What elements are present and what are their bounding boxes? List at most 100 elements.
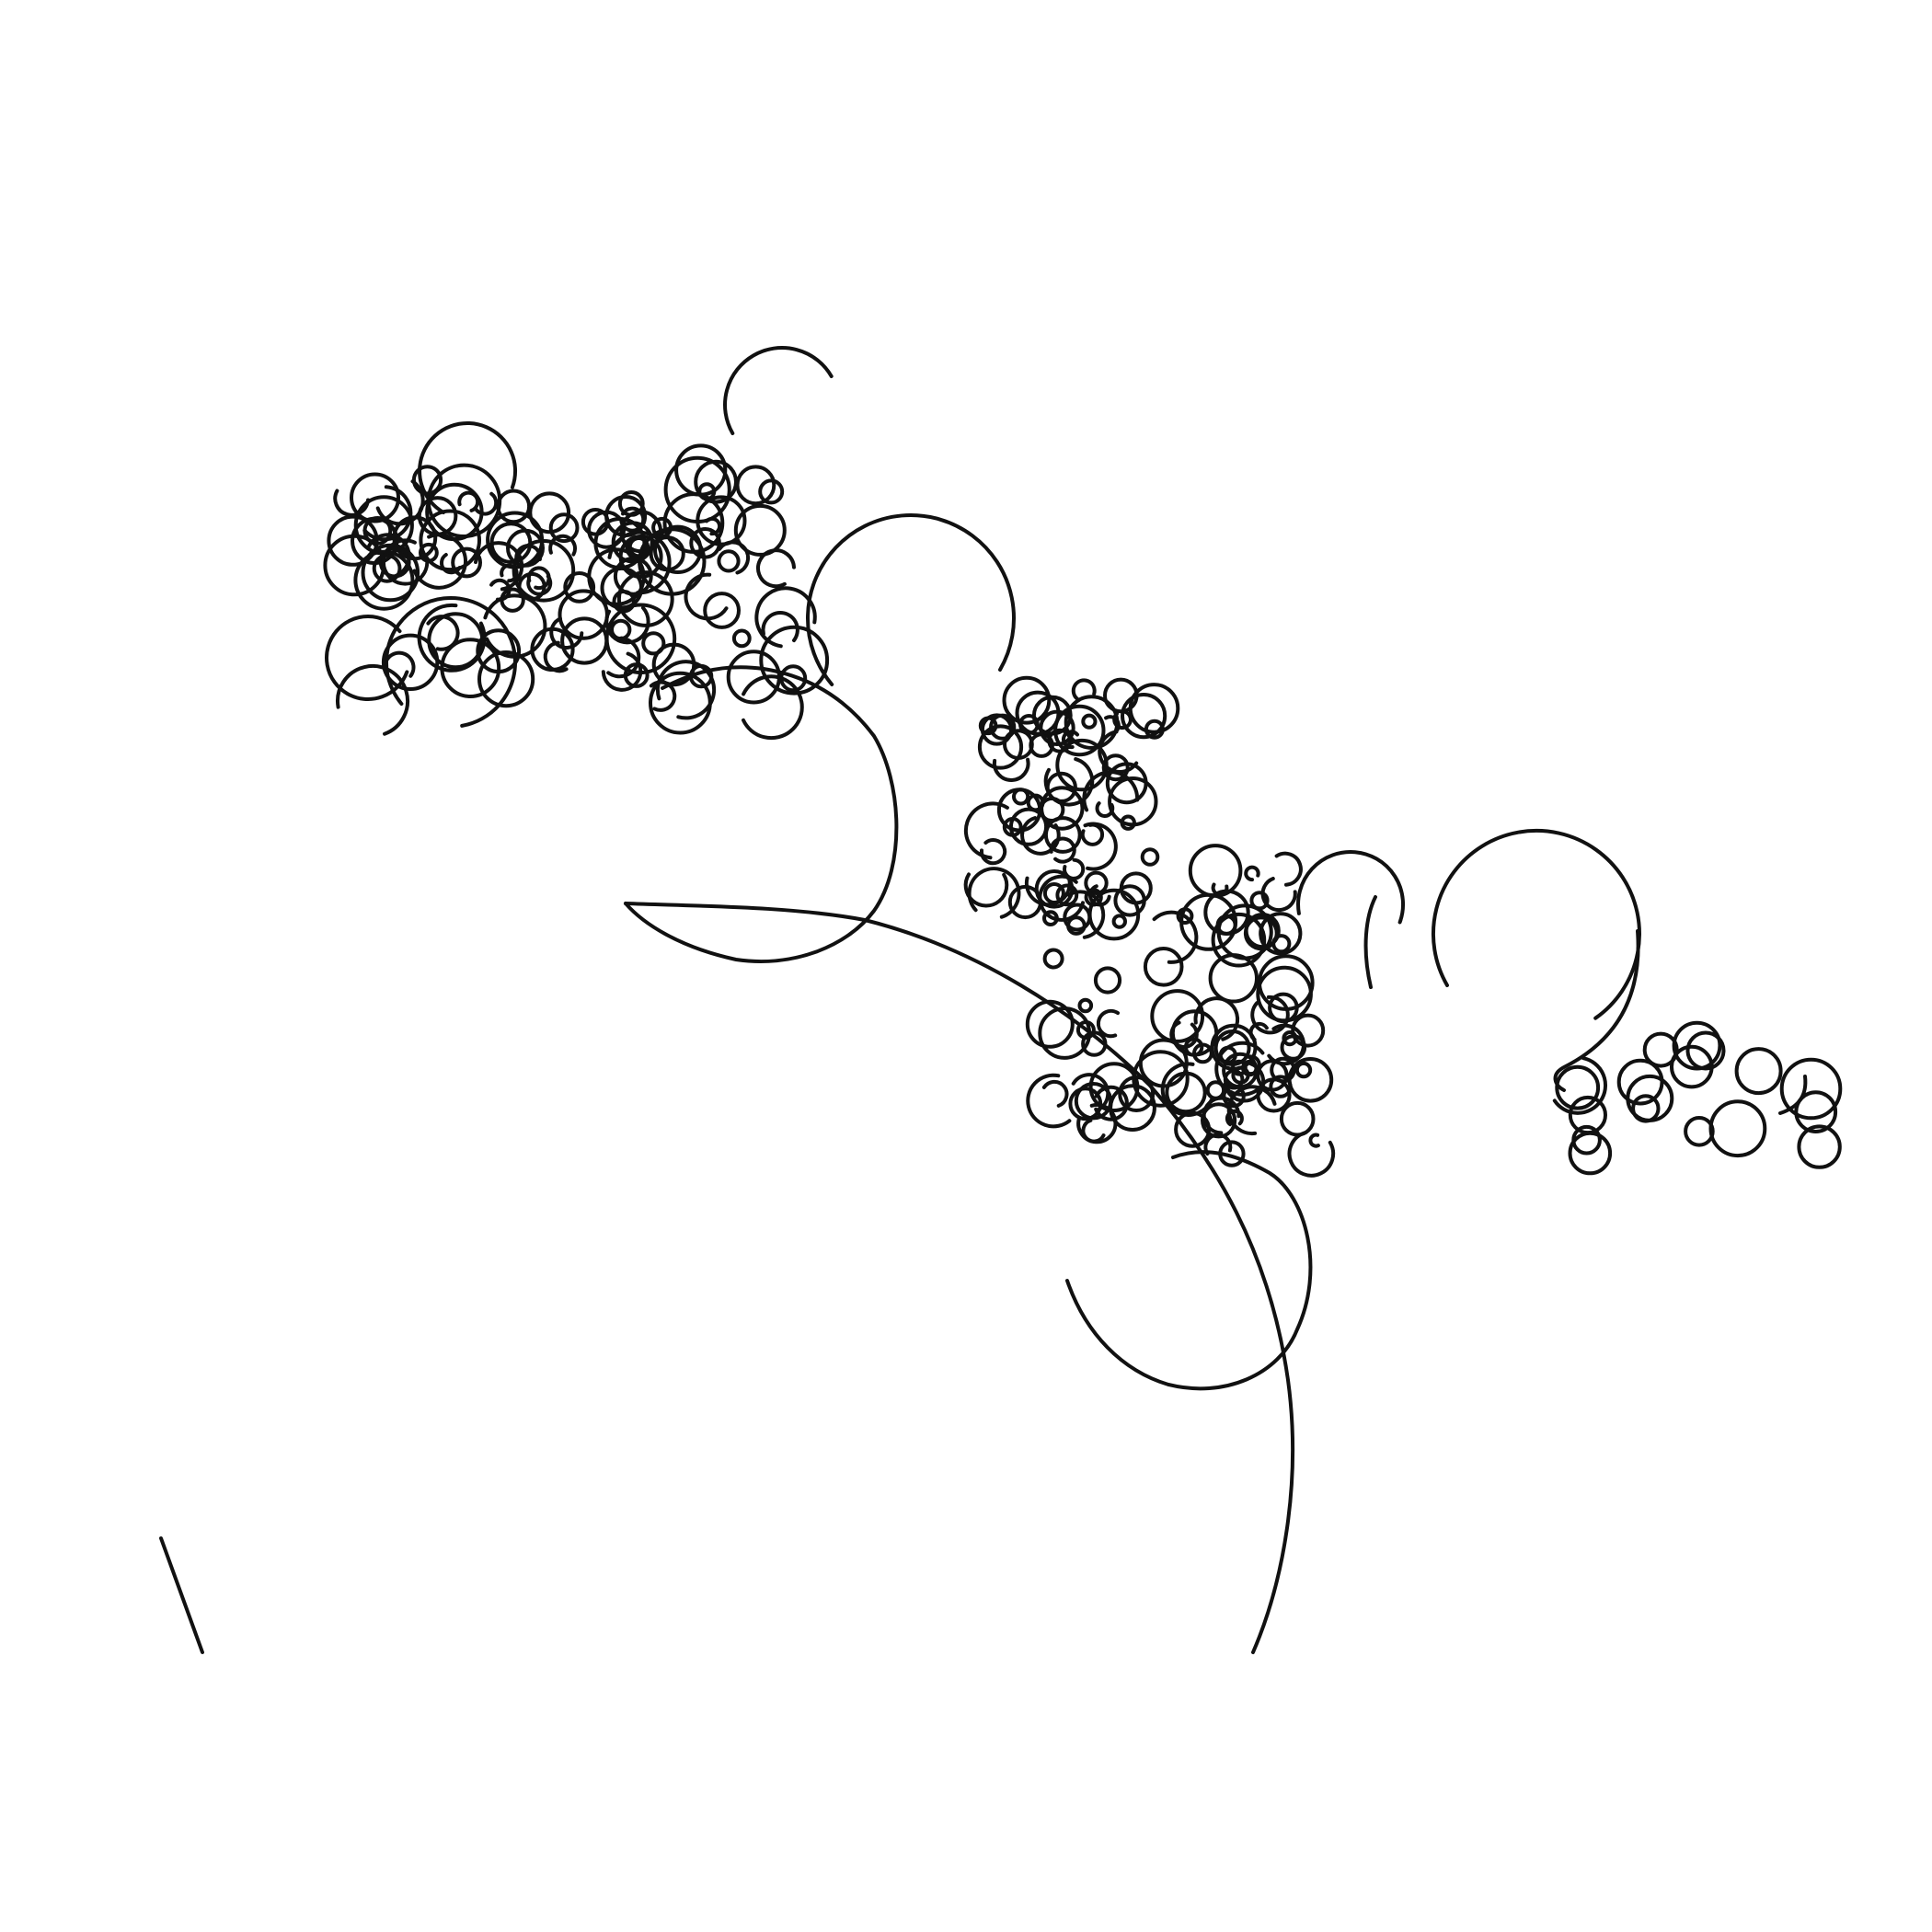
- loop-arc: [426, 615, 460, 651]
- loop-arc: [606, 636, 641, 679]
- loop-circle: [1797, 1124, 1842, 1169]
- loop-arc: [549, 616, 584, 650]
- loop-arc: [440, 553, 462, 575]
- loop-arc: [500, 563, 519, 583]
- loop-arc: [1203, 1133, 1233, 1156]
- loop-circle: [440, 638, 501, 698]
- loop-circle: [451, 546, 483, 579]
- loop-circle: [1258, 954, 1315, 1011]
- loop-circle: [1571, 1124, 1602, 1156]
- loop-arc: [417, 603, 487, 673]
- loop-arc: [1250, 995, 1290, 1035]
- loop-circle: [1211, 912, 1267, 968]
- loop-arc: [967, 867, 1021, 919]
- loop-arc: [483, 593, 547, 659]
- loop-arc: [1287, 1131, 1336, 1178]
- loop-circle: [417, 496, 458, 536]
- loop-circle: [1642, 1031, 1679, 1068]
- loop-arc: [362, 485, 413, 542]
- loop-circle: [1205, 1080, 1226, 1100]
- loop-circle: [1188, 844, 1243, 898]
- loop-circle: [563, 571, 596, 604]
- loop-circle: [1259, 912, 1303, 956]
- loop-circle: [1120, 814, 1136, 831]
- loop-arc: [1211, 882, 1229, 897]
- loop-circle: [1039, 709, 1075, 746]
- loop-circle: [506, 528, 545, 568]
- loop-arc: [412, 533, 467, 590]
- loop-arc: [381, 538, 430, 586]
- loop-arc: [526, 574, 553, 596]
- loop-circle: [411, 465, 443, 496]
- loop-circle: [649, 671, 712, 735]
- loop-circle: [662, 492, 725, 554]
- loop-circle: [1140, 847, 1160, 867]
- loop-circle: [759, 625, 830, 696]
- loop-circle: [548, 512, 580, 544]
- loop-arc: [1552, 1056, 1608, 1115]
- loop-circle: [1555, 1064, 1601, 1110]
- loop-circle: [489, 522, 533, 564]
- loop-circle: [1101, 753, 1130, 782]
- loop-circle: [1222, 1084, 1246, 1109]
- loop-circle: [726, 650, 781, 705]
- loop-circle: [1170, 1009, 1219, 1057]
- loop-circle: [353, 549, 415, 611]
- upper-left-loop: [418, 420, 518, 514]
- loop-circle: [638, 527, 707, 596]
- loop-arc: [655, 660, 717, 720]
- loop-circle: [1684, 1116, 1715, 1147]
- loop-circle: [1132, 1050, 1190, 1108]
- left-loop: [325, 615, 409, 702]
- large-sweeping-arc: [624, 902, 1295, 1654]
- loop-circle: [703, 592, 741, 629]
- left-big-loop: [384, 595, 517, 728]
- loop-circle: [1055, 883, 1079, 907]
- loop-arc: [1260, 877, 1297, 913]
- loop-circle: [1042, 948, 1064, 970]
- loop-circle: [1081, 1030, 1108, 1057]
- loop-arc: [1082, 770, 1140, 812]
- loop-circle: [1105, 762, 1148, 805]
- loop-arc: [1063, 857, 1086, 880]
- loop-circle: [1231, 1065, 1250, 1085]
- loop-arc: [649, 680, 677, 712]
- loop-arc: [1274, 851, 1303, 887]
- loop-circle: [1084, 870, 1109, 895]
- loop-circle: [735, 465, 776, 506]
- lower-right-hook: [1065, 1150, 1313, 1391]
- loop-circle: [696, 495, 747, 546]
- loop-arc: [742, 674, 804, 741]
- loop-circle: [1280, 1034, 1307, 1061]
- loop-arc: [963, 872, 1009, 908]
- loop-circle: [512, 539, 576, 603]
- right-tail: [1778, 1075, 1808, 1115]
- loop-circle: [1118, 1075, 1156, 1112]
- loop-circle: [616, 570, 674, 627]
- loop-circle: [1081, 713, 1098, 730]
- loop-arc: [754, 586, 817, 649]
- loop-circle: [1144, 719, 1165, 740]
- loop-circle: [350, 472, 400, 523]
- loop-circle: [1068, 1087, 1103, 1121]
- loop-circle: [323, 534, 386, 597]
- loop-circle: [1111, 914, 1128, 929]
- loop-circle: [528, 491, 571, 535]
- loop-arc: [1071, 1073, 1110, 1112]
- loop-circle: [1055, 738, 1109, 792]
- loop-circle: [1007, 884, 1043, 920]
- loop-circle: [1208, 953, 1259, 1004]
- loop-arc: [526, 566, 551, 591]
- loop-arc: [1160, 1062, 1213, 1117]
- loop-circle: [717, 549, 741, 573]
- loop-circle: [1243, 915, 1279, 951]
- loop-arc: [1223, 1062, 1266, 1103]
- loop-circle: [1043, 816, 1082, 854]
- top-loop: [722, 345, 834, 435]
- loop-arc: [1043, 757, 1095, 807]
- loop-circle: [1174, 1110, 1212, 1148]
- loop-circle: [1093, 966, 1122, 995]
- loop-arc: [473, 491, 499, 516]
- right-connector: [1553, 929, 1640, 1092]
